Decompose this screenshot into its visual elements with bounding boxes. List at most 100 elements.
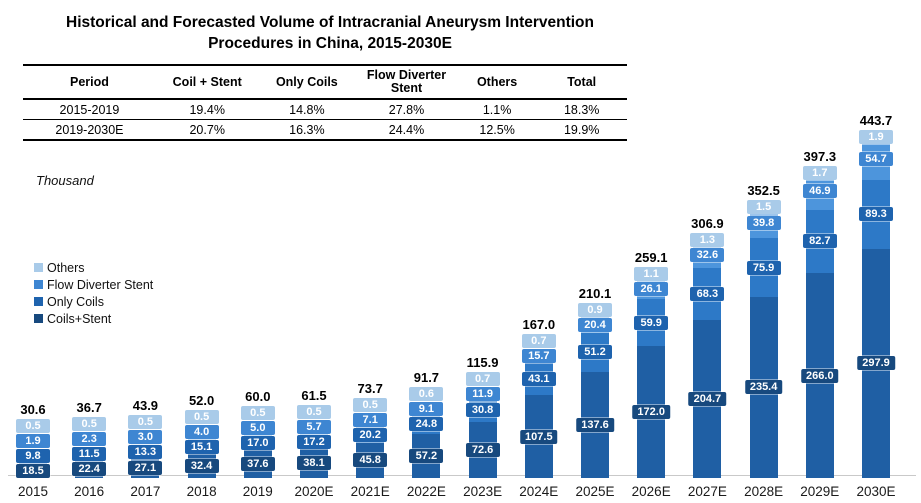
x-axis-label: 2017	[130, 484, 161, 499]
bar-value-label: 22.4	[72, 462, 107, 477]
bar-value-label: 26.1	[634, 282, 669, 297]
bar-total-label: 306.9	[691, 216, 724, 232]
bar-value-label: 17.2	[297, 435, 331, 450]
x-axis-label: 2020E	[294, 484, 334, 499]
x-axis-line	[8, 475, 916, 476]
x-axis-label: 2025E	[575, 484, 615, 499]
bar-value-label: 11.9	[465, 386, 500, 401]
legend-item-label: Only Coils	[47, 294, 104, 309]
bar-value-label: 39.8	[746, 215, 781, 230]
cagr-table: Period Coil + Stent Only Coils Flow Dive…	[23, 64, 627, 141]
table-cell: 2015-2019	[23, 99, 156, 120]
x-axis-label: 2026E	[631, 484, 671, 499]
table-cell: 19.9%	[536, 119, 627, 141]
bar-value-label: 75.9	[746, 260, 781, 275]
bar-value-label: 0.5	[240, 405, 275, 420]
bar-total-label: 210.1	[578, 285, 612, 301]
bar-value-label: 204.7	[688, 392, 727, 407]
table-cell: 18.3%	[536, 99, 627, 120]
table-header-cell: Others	[457, 64, 537, 100]
bar-total-label: 167.0	[522, 317, 556, 332]
legend-item: Flow Diverter Stent	[34, 276, 153, 293]
x-axis-label: 2021E	[350, 484, 390, 499]
table-header-cell: Coil + Stent	[155, 64, 259, 100]
bar-value-label: 1.1	[634, 267, 669, 282]
legend-swatch-icon	[34, 314, 43, 323]
x-axis-label: 2024E	[519, 484, 559, 499]
bar-value-label: 45.8	[353, 453, 388, 468]
bar-value-label: 30.8	[465, 403, 500, 418]
bar-value-label: 57.2	[409, 448, 444, 463]
table-row: 2015-2019 19.4% 14.8% 27.8% 1.1% 18.3%	[23, 99, 627, 120]
bar-value-label: 235.4	[744, 380, 783, 395]
legend-item: Coils+Stent	[34, 310, 153, 327]
bar-value-label: 51.2	[578, 345, 612, 360]
bar-total-label: 259.1	[634, 250, 668, 266]
bar-total-label: 91.7	[413, 370, 440, 386]
table-cell: 27.8%	[355, 99, 458, 120]
bar-total-label: 36.7	[76, 400, 102, 416]
bar-value-label: 11.5	[72, 447, 107, 462]
bar-value-label: 0.5	[184, 410, 219, 425]
bar-value-label: 43.1	[521, 371, 556, 386]
legend-item: Others	[34, 259, 153, 276]
table-header-cell: Period	[23, 64, 156, 100]
bar-value-label: 37.6	[240, 456, 275, 471]
table-cell: 19.4%	[155, 99, 259, 120]
bar-value-label: 137.6	[576, 418, 614, 433]
table-cell: 14.8%	[258, 99, 356, 120]
bar-value-label: 0.5	[16, 418, 50, 433]
x-axis-label: 2019	[242, 484, 273, 499]
bar-value-label: 72.6	[465, 443, 500, 458]
bar-value-label: 0.5	[353, 397, 388, 412]
bar-value-label: 172.0	[632, 404, 670, 419]
chart-title: Historical and Forecasted Volume of Intr…	[0, 12, 660, 54]
table-cell: 16.3%	[258, 119, 356, 141]
bar-value-label: 266.0	[801, 368, 839, 383]
bar-value-label: 1.5	[746, 200, 781, 215]
legend-swatch-icon	[34, 280, 43, 289]
bar-value-label: 0.9	[578, 302, 612, 317]
bar-value-label: 82.7	[802, 234, 837, 249]
x-axis-label: 2030E	[856, 484, 896, 499]
table-cell: 24.4%	[355, 119, 458, 141]
bar-total-label: 397.3	[803, 148, 837, 164]
x-axis-label: 2015	[17, 484, 49, 499]
bar-value-label: 18.5	[16, 463, 50, 478]
bar-value-label: 15.1	[184, 440, 219, 455]
bar-value-label: 32.4	[184, 458, 219, 473]
bar-value-label: 107.5	[520, 429, 558, 444]
bar-value-label: 15.7	[521, 349, 556, 363]
bar-value-label: 20.2	[353, 427, 388, 442]
bar-total-label: 443.7	[859, 113, 893, 129]
bar-value-label: 2.3	[72, 432, 107, 447]
bar-value-label: 68.3	[690, 287, 725, 302]
bar-value-label: 1.7	[802, 165, 837, 180]
table-header-cell: Total	[536, 64, 627, 100]
x-axis-label: 2028E	[744, 484, 784, 499]
unit-label: Thousand	[36, 173, 94, 188]
x-axis-label: 2023E	[463, 484, 503, 499]
bar-value-label: 89.3	[859, 207, 893, 222]
table-header-cell: Only Coils	[258, 64, 356, 100]
bar-total-label: 352.5	[747, 183, 780, 199]
legend-item: Only Coils	[34, 293, 153, 310]
bar-value-label: 0.7	[465, 371, 500, 386]
x-axis-label: 2029E	[800, 484, 840, 499]
table-header-row: Period Coil + Stent Only Coils Flow Dive…	[23, 64, 627, 100]
bar-total-label: 43.9	[132, 398, 159, 414]
table-cell: 2019-2030E	[23, 119, 156, 141]
bar-value-label: 20.4	[578, 317, 612, 332]
bar-value-label: 1.3	[690, 233, 725, 248]
legend-swatch-icon	[34, 263, 43, 272]
bar-value-label: 32.6	[690, 248, 725, 263]
bar-value-label: 0.5	[128, 415, 163, 430]
table-header-cell: Flow Diverter Stent	[355, 64, 458, 100]
bar-value-label: 9.8	[16, 448, 50, 463]
chart-legend: Others Flow Diverter Stent Only Coils Coils…	[34, 259, 153, 327]
bar-value-label: 38.1	[297, 456, 331, 471]
bar-value-label: 0.6	[409, 387, 444, 402]
bar-total-label: 61.5	[301, 388, 327, 404]
